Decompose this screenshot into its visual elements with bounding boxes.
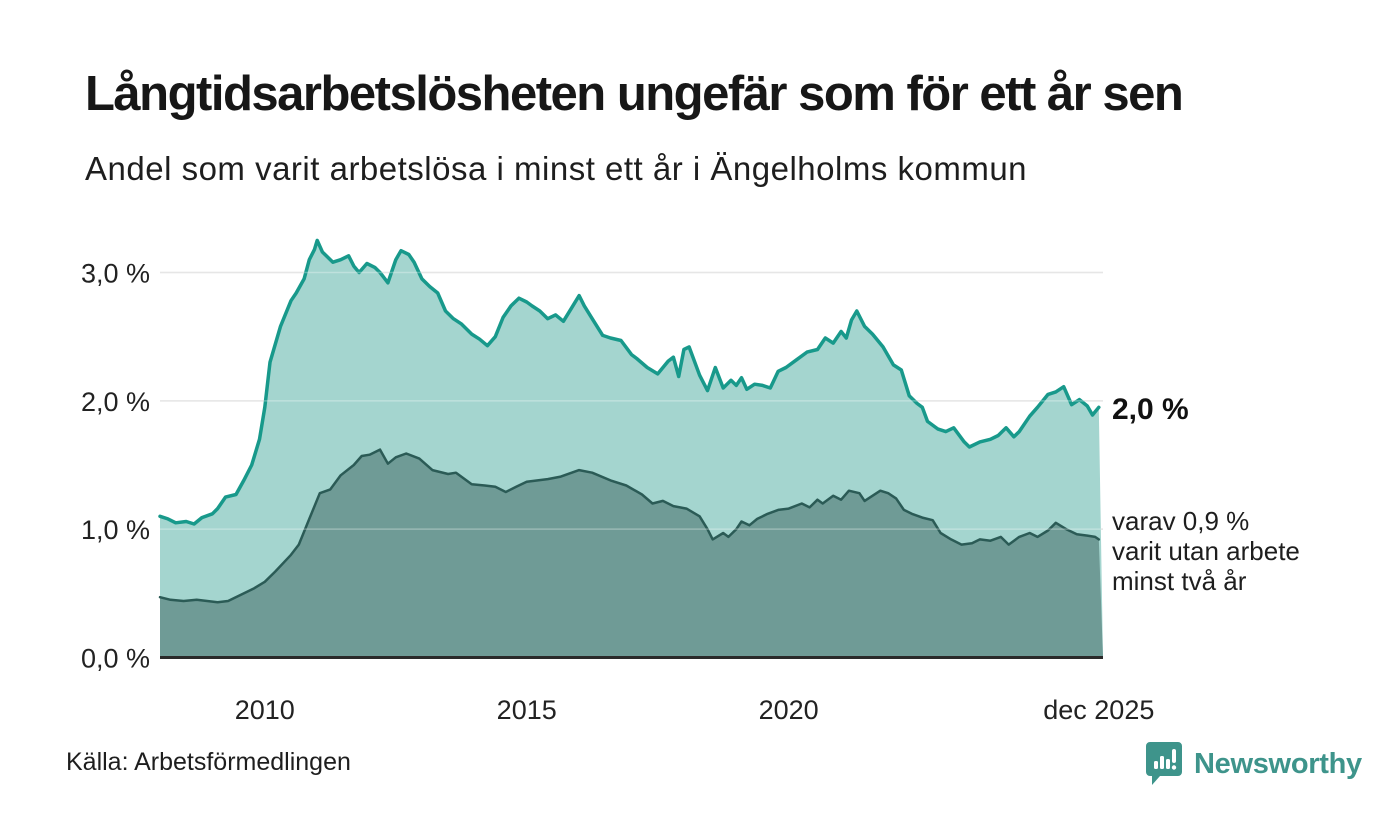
logo-exclamation-dot (1171, 765, 1177, 770)
y-tick-label: 3,0 % (81, 259, 150, 289)
end-value-label-primary: 2,0 % (1112, 393, 1189, 426)
area-chart: 0,0 % 1,0 % 2,0 % 3,0 % 2010 2015 2020 dec 2025 (81, 238, 1154, 725)
series-one-year-line (158, 238, 1101, 526)
y-tick-label: 0,0 % (81, 644, 150, 674)
newsworthy-logo-icon (1146, 742, 1182, 785)
source-note: Källa: Arbetsförmedlingen (66, 748, 351, 776)
logo-exclamation (1172, 749, 1176, 763)
x-tick-label: 2015 (497, 695, 557, 725)
logo-text: Newsworthy (1194, 747, 1362, 780)
chart-subtitle: Andel som varit arbetslösa i minst ett å… (85, 150, 1028, 187)
series-two-year-line (158, 448, 1101, 604)
annotation-line: varit utan arbete (1112, 536, 1300, 566)
annotation-line: varav 0,9 % (1112, 506, 1250, 536)
logo-bar (1160, 756, 1164, 769)
x-tick-label: 2010 (235, 695, 295, 725)
end-value-label-secondary: varav 0,9 % varit utan arbete minst två … (1112, 506, 1300, 596)
y-tick-label: 1,0 % (81, 515, 150, 545)
logo-bar (1166, 759, 1170, 769)
x-tick-label: dec 2025 (1043, 695, 1154, 725)
logo-bar (1154, 761, 1158, 769)
branding: Newsworthy (1146, 740, 1362, 788)
annotation-line: minst två år (1112, 566, 1247, 596)
x-tick-label: 2020 (759, 695, 819, 725)
chart-title: Långtidsarbetslösheten ungefär som för e… (85, 67, 1184, 121)
series-two-year-area (160, 449, 1103, 658)
y-tick-label: 2,0 % (81, 387, 150, 417)
